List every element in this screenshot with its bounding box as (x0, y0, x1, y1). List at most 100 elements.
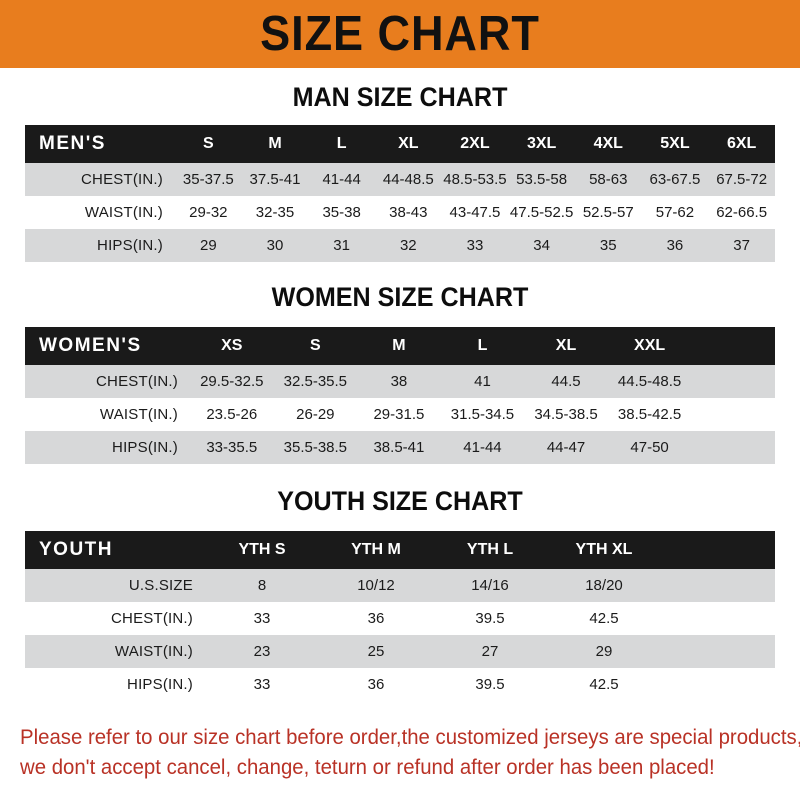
youth-cell: 27 (481, 643, 499, 660)
men-cell: 37.5-41 (249, 171, 301, 188)
men-cell: 43-47.5 (449, 204, 501, 221)
men-section: MAN SIZE CHART MEN'S S M L XL 2XL 3XL 4XL 5XL 6XL… (0, 84, 800, 262)
women-cell-spacer (691, 431, 775, 464)
men-cell: 47.5-52.5 (509, 204, 574, 221)
women-row-label: CHEST(IN.) (96, 373, 178, 390)
men-cell: 37 (733, 237, 750, 254)
women-cell: 34.5-38.5 (534, 406, 598, 423)
men-cell: 57-62 (655, 204, 695, 221)
men-cell: 62-66.5 (716, 204, 768, 221)
men-table-body: MEN'S S M L XL 2XL 3XL 4XL 5XL 6XL CHEST(IN.) 35-37… (25, 125, 775, 262)
men-cell: 41-44 (322, 171, 361, 188)
women-cell: 38.5-41 (373, 439, 425, 456)
men-cell: 30 (266, 237, 284, 254)
men-cell: 29 (199, 237, 217, 254)
women-cell: 38 (390, 373, 408, 390)
men-row-label: WAIST(IN.) (84, 204, 163, 221)
women-row-label: WAIST(IN.) (99, 406, 178, 423)
table-row: HIPS(IN.) 33-35.5 35.5-38.5 38.5-41 41-44 44-… (25, 431, 775, 464)
youth-row-label: CHEST(IN.) (111, 610, 193, 627)
youth-size-header: YTH XL (575, 541, 633, 558)
youth-cell: 36 (367, 610, 385, 627)
youth-cell: 36 (367, 676, 385, 693)
youth-cell: 25 (367, 643, 385, 660)
men-cell: 35-38 (322, 204, 361, 221)
table-row: WAIST(IN.) 23.5-26 26-29 29-31.5 31.5-34.5 34… (25, 398, 775, 431)
table-row: HIPS(IN.) 33 36 39.5 42.5 (25, 668, 775, 701)
women-cell: 38.5-42.5 (617, 406, 682, 423)
youth-cell-spacer (661, 635, 775, 668)
women-cell-spacer (691, 398, 775, 431)
youth-header-label: YOUTH (39, 539, 113, 560)
women-cell: 29-31.5 (373, 406, 425, 423)
youth-cell: 42.5 (589, 610, 619, 627)
table-row: WAIST(IN.) 23 25 27 29 (25, 635, 775, 668)
youth-cell: 10/12 (357, 577, 395, 594)
women-header-label: WOMEN'S (39, 335, 142, 356)
men-cell: 34 (533, 237, 550, 254)
men-cell: 67.5-72 (716, 171, 768, 188)
youth-size-header: YTH L (466, 541, 514, 558)
youth-cell: 33 (253, 676, 271, 693)
men-size-header: S (202, 135, 214, 152)
page-title: SIZE CHART (260, 6, 540, 61)
men-cell: 58-63 (589, 171, 628, 188)
youth-cell: 42.5 (589, 676, 619, 693)
men-cell: 44-48.5 (382, 171, 434, 188)
men-cell: 63-67.5 (649, 171, 701, 188)
women-cell-spacer (691, 365, 775, 398)
youth-cell: 33 (253, 610, 271, 627)
women-cell: 35.5-38.5 (283, 439, 348, 456)
women-size-header: XS (221, 337, 243, 354)
youth-cell: 8 (257, 577, 267, 594)
women-cell: 26-29 (296, 406, 335, 423)
women-cell: 41 (474, 373, 491, 390)
youth-cell: 39.5 (475, 676, 505, 693)
youth-row-label: WAIST(IN.) (114, 643, 193, 660)
men-cell: 52.5-57 (582, 204, 634, 221)
order-disclaimer: Please refer to our size chart before or… (20, 723, 800, 783)
men-header-row: MEN'S S M L XL 2XL 3XL 4XL 5XL 6XL (25, 125, 775, 163)
women-size-header: S (310, 337, 321, 354)
disclaimer-line-2: we don't accept cancel, change, teturn o… (20, 756, 715, 779)
youth-cell: 23 (253, 643, 271, 660)
women-header-row: WOMEN'S XS S M L XL XXL (25, 327, 775, 365)
men-size-header: 2XL (460, 135, 490, 152)
women-cell: 41-44 (463, 439, 502, 456)
table-row: WAIST(IN.) 29-32 32-35 35-38 38-43 43-47.5 47.… (25, 196, 775, 229)
women-size-header: L (477, 337, 488, 354)
men-size-header: 4XL (593, 135, 623, 152)
women-size-header: XL (555, 337, 577, 354)
women-section: WOMEN SIZE CHART WOMEN'S XS S M L XL XXL CHEST(… (0, 284, 800, 464)
men-section-title: MAN SIZE CHART (292, 82, 508, 112)
men-cell: 31 (333, 237, 350, 254)
women-size-header: XXL (634, 337, 666, 354)
women-size-table: WOMEN'S XS S M L XL XXL CHEST(IN.) 29.5-32.5 32.5… (25, 327, 775, 464)
youth-size-header: YTH M (351, 541, 401, 558)
men-cell: 35-37.5 (182, 171, 234, 188)
women-cell: 23.5-26 (206, 406, 258, 423)
men-size-header: M (268, 135, 282, 152)
page-banner: SIZE CHART (0, 0, 800, 68)
women-cell: 29.5-32.5 (200, 373, 264, 390)
youth-section-title: YOUTH SIZE CHART (277, 486, 523, 516)
men-cell: 29-32 (189, 204, 228, 221)
youth-row-label: U.S.SIZE (128, 577, 193, 594)
youth-cell-spacer (661, 569, 775, 602)
women-cell: 33-35.5 (206, 439, 258, 456)
women-cell: 44.5 (551, 373, 581, 390)
women-cell: 31.5-34.5 (450, 406, 515, 423)
men-size-header: 5XL (660, 135, 690, 152)
youth-table-body: YOUTH YTH S YTH M YTH L YTH XL U.S.SIZE 8 10/12… (25, 531, 775, 701)
men-cell: 33 (466, 237, 484, 254)
youth-row-label: HIPS(IN.) (127, 676, 193, 693)
men-size-header: 6XL (726, 135, 757, 152)
women-cell: 32.5-35.5 (283, 373, 348, 390)
men-cell: 38-43 (389, 204, 428, 221)
youth-cell-spacer (661, 602, 775, 635)
men-row-label: HIPS(IN.) (97, 237, 163, 254)
women-cell: 44.5-48.5 (617, 373, 682, 390)
youth-cell: 39.5 (475, 610, 505, 627)
women-size-header: M (392, 337, 406, 354)
youth-header-spacer (661, 531, 775, 569)
